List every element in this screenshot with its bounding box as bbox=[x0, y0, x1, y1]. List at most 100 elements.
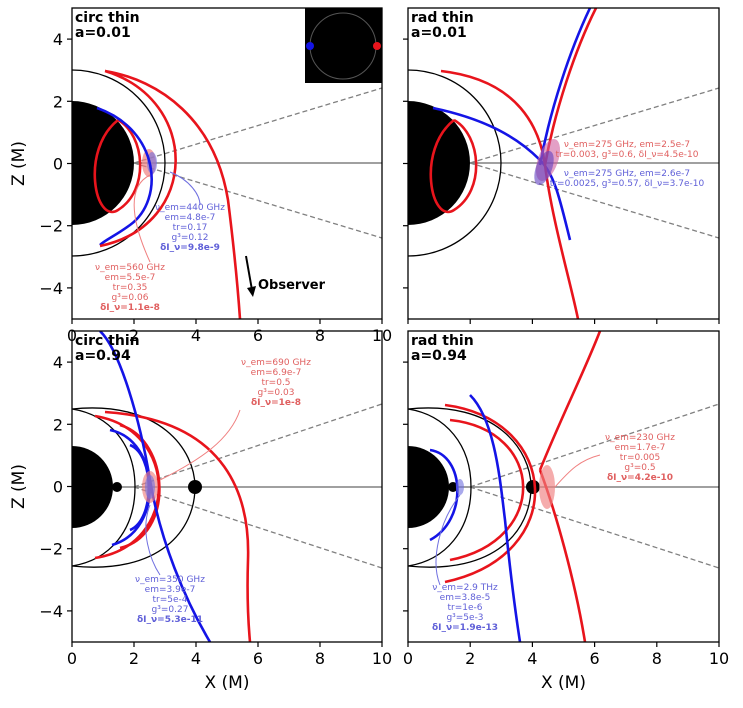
svg-text:δI_ν=9.8e-9: δI_ν=9.8e-9 bbox=[160, 243, 220, 253]
dashed-line-upper bbox=[133, 403, 382, 488]
panel-spin: a=0.94 bbox=[411, 348, 467, 364]
y-tick-label: −4 bbox=[39, 279, 63, 298]
svg-text:tr=0.35: tr=0.35 bbox=[113, 283, 148, 293]
black-circle-outline bbox=[408, 69, 502, 257]
svg-text:δI_ν=5.3e-11: δI_ν=5.3e-11 bbox=[137, 615, 203, 625]
panel-bottom-right: rad thin a=0.94 ν_em=230 GHz em=1.7e-7 t… bbox=[407, 330, 720, 643]
inset-dot-blue bbox=[306, 42, 314, 50]
panel-title: circ thin bbox=[75, 333, 140, 349]
svg-text:δI_ν=1.1e-8: δI_ν=1.1e-8 bbox=[100, 303, 160, 313]
ray-blue bbox=[96, 106, 153, 246]
x-tick-label: 2 bbox=[129, 326, 139, 345]
x-tick-label: 4 bbox=[191, 649, 201, 668]
black-circle-outline bbox=[72, 407, 196, 568]
x-tick-label: 0 bbox=[67, 649, 77, 668]
x-tick-label: 6 bbox=[253, 649, 263, 668]
svg-text:tr=0.003, g³=0.6, δI_ν=4.5e-10: tr=0.003, g³=0.6, δI_ν=4.5e-10 bbox=[556, 150, 699, 160]
svg-text:em=6.9e-7: em=6.9e-7 bbox=[251, 368, 302, 378]
ray-red-inner bbox=[93, 118, 142, 214]
emission-spot-blue bbox=[145, 475, 155, 499]
annotation-blue: ν_em=350 GHz em=3.9e-7 tr=5e-4 g³=0.27 δ… bbox=[135, 575, 205, 625]
axes-layer: 0 2 4 6 8 10 −4 −2 0 2 4 Z (M) 0 2 4 6 8 10 −4 −2 0 2 4 Z (M) X … bbox=[9, 30, 729, 693]
panel-top-left: circ thin a=0.01 Observer ν_em=440 GHz e… bbox=[71, 7, 383, 320]
x-tick-label: 6 bbox=[253, 326, 263, 345]
isco-marker-inner bbox=[112, 482, 122, 492]
svg-text:ν_em=350 GHz: ν_em=350 GHz bbox=[135, 575, 205, 585]
annotation-red: ν_em=560 GHz em=5.5e-7 tr=0.35 g³=0.06 δ… bbox=[95, 263, 165, 313]
annotation-connector-red bbox=[133, 174, 151, 263]
svg-text:ν_em=690 GHz: ν_em=690 GHz bbox=[241, 358, 311, 368]
svg-text:δI_ν=1.9e-13: δI_ν=1.9e-13 bbox=[432, 623, 498, 633]
ray-red-2 bbox=[449, 418, 525, 562]
y-tick-label: −4 bbox=[39, 602, 63, 621]
y-axis-label: Z (M) bbox=[9, 464, 29, 509]
annotation-blue: ν_em=275 GHz, em=2.6e-7 tr=0.0025, g³=0.… bbox=[550, 169, 705, 189]
svg-text:tr=5e-4: tr=5e-4 bbox=[152, 595, 187, 605]
observer-arrow-line bbox=[245, 255, 253, 291]
y-tick-label: 0 bbox=[53, 155, 63, 174]
black-hole bbox=[72, 446, 113, 528]
observer-arrow-head bbox=[247, 286, 256, 297]
black-hole bbox=[72, 101, 134, 225]
y-tick-label: 2 bbox=[53, 415, 63, 434]
svg-text:em=1.7e-7: em=1.7e-7 bbox=[615, 443, 666, 453]
x-axis-label: X (M) bbox=[541, 673, 586, 693]
black-hole bbox=[408, 446, 449, 528]
panel-title: circ thin bbox=[75, 10, 140, 26]
panel-spin: a=0.94 bbox=[75, 348, 131, 364]
dashed-line-lower bbox=[469, 486, 719, 569]
svg-text:tr=0.5: tr=0.5 bbox=[261, 378, 290, 388]
black-circle-outline bbox=[72, 69, 166, 257]
inset-dot-red bbox=[373, 42, 381, 50]
x-tick-label: 4 bbox=[191, 326, 201, 345]
svg-text:g³=0.12: g³=0.12 bbox=[172, 233, 209, 243]
annotation-blue: ν_em=2.9 THz em=3.8e-5 tr=1e-6 g³=5e-3 δ… bbox=[432, 583, 498, 633]
ray-red-3 bbox=[104, 410, 252, 642]
annotation-red: ν_em=275 GHz, em=2.5e-7 tr=0.003, g³=0.6… bbox=[556, 140, 699, 160]
panel-title: rad thin bbox=[411, 10, 474, 26]
y-tick-label: −2 bbox=[39, 540, 63, 559]
x-tick-label: 2 bbox=[129, 649, 139, 668]
black-hole bbox=[408, 101, 470, 225]
svg-text:g³=5e-3: g³=5e-3 bbox=[446, 613, 483, 623]
observer-label: Observer bbox=[258, 278, 326, 293]
svg-text:ν_em=560 GHz: ν_em=560 GHz bbox=[95, 263, 165, 273]
black-circle-outline bbox=[408, 407, 532, 568]
x-tick-label: 4 bbox=[527, 649, 537, 668]
x-tick-label: 6 bbox=[590, 649, 600, 668]
y-axis-label: Z (M) bbox=[9, 141, 29, 186]
dashed-line-lower bbox=[469, 162, 719, 239]
y-tick-label: 4 bbox=[53, 353, 63, 372]
annotation-blue: ν_em=440 GHz em=4.8e-7 tr=0.17 g³=0.12 δ… bbox=[155, 203, 225, 253]
annotation-red: ν_em=690 GHz em=6.9e-7 tr=0.5 g³=0.03 δI… bbox=[241, 358, 311, 408]
svg-text:em=4.8e-7: em=4.8e-7 bbox=[165, 213, 216, 223]
svg-text:g³=0.06: g³=0.06 bbox=[112, 293, 149, 303]
ray-blue-escape bbox=[538, 8, 592, 166]
isco-marker-outer bbox=[188, 480, 202, 494]
x-tick-label: 8 bbox=[315, 326, 325, 345]
x-tick-label: 10 bbox=[709, 649, 729, 668]
y-tick-label: 0 bbox=[53, 478, 63, 497]
x-tick-label: 10 bbox=[372, 326, 392, 345]
x-tick-label: 8 bbox=[315, 649, 325, 668]
y-tick-label: 4 bbox=[53, 30, 63, 49]
x-tick-label: 10 bbox=[372, 649, 392, 668]
svg-text:δI_ν=4.2e-10: δI_ν=4.2e-10 bbox=[607, 473, 673, 483]
dashed-line-lower bbox=[133, 486, 382, 569]
x-tick-label: 8 bbox=[652, 649, 662, 668]
dashed-line-upper bbox=[469, 403, 719, 488]
emission-spot-red bbox=[539, 465, 555, 509]
svg-text:g³=0.03: g³=0.03 bbox=[258, 388, 295, 398]
svg-text:ν_em=275 GHz, em=2.5e-7: ν_em=275 GHz, em=2.5e-7 bbox=[564, 140, 690, 150]
ray-red-inner bbox=[429, 118, 478, 214]
ray-blue-long bbox=[469, 394, 522, 642]
y-tick-label: −2 bbox=[39, 217, 63, 236]
y-tick-label: 2 bbox=[53, 92, 63, 111]
svg-text:tr=0.0025, g³=0.57, δI_ν=3.7e-: tr=0.0025, g³=0.57, δI_ν=3.7e-10 bbox=[550, 179, 705, 189]
annotation-connector-red bbox=[159, 409, 241, 481]
inset-image bbox=[305, 8, 382, 83]
ray-red-outer bbox=[99, 69, 242, 319]
svg-text:tr=0.17: tr=0.17 bbox=[173, 223, 208, 233]
ray-red-escape-up bbox=[538, 331, 602, 471]
